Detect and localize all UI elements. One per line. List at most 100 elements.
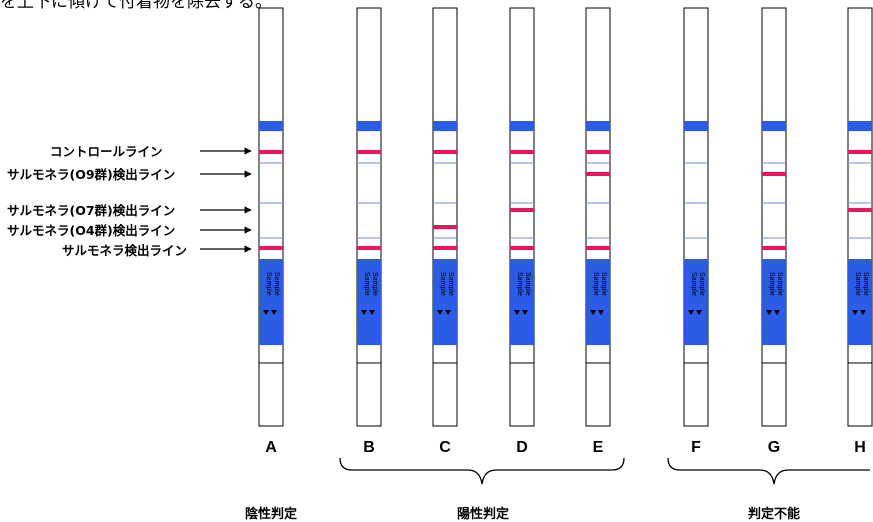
result-line-control bbox=[510, 150, 534, 154]
brace-positive bbox=[339, 457, 625, 485]
result-line-control bbox=[848, 150, 872, 154]
group-positive: 陽性判定 bbox=[457, 506, 509, 522]
sample-text-2: Sample bbox=[600, 272, 607, 296]
sample-arrow bbox=[522, 310, 528, 315]
sample-arrow bbox=[437, 310, 443, 315]
sample-arrow bbox=[852, 310, 858, 315]
strip-d: Sample Sample D bbox=[509, 7, 535, 456]
sample-text-2: Sample bbox=[273, 272, 280, 296]
sample-arrow bbox=[369, 310, 375, 315]
strip-e: Sample Sample E bbox=[585, 7, 611, 456]
strip-c: Sample Sample C bbox=[432, 7, 458, 456]
label-o4-line: サルモネラ(O4群)検出ライン bbox=[7, 223, 175, 238]
top-blue-band bbox=[259, 121, 283, 131]
strip-letter: C bbox=[439, 439, 451, 456]
strip-a: Sample Sample A bbox=[258, 7, 284, 456]
strip-body bbox=[683, 7, 709, 427]
sample-text-2: Sample bbox=[524, 272, 531, 296]
sample-text-1: Sample bbox=[363, 272, 370, 296]
sample-pad bbox=[510, 259, 534, 345]
sample-arrow bbox=[590, 310, 596, 315]
header-text: を上下に傾けて付着物を除去する。 bbox=[0, 0, 272, 12]
strip-f: Sample Sample F bbox=[683, 7, 709, 456]
strip-body bbox=[356, 7, 382, 427]
result-line-salmonella bbox=[762, 246, 786, 250]
top-blue-band bbox=[433, 121, 457, 131]
sample-text-1: Sample bbox=[690, 272, 697, 296]
sample-pad bbox=[259, 259, 283, 345]
sample-text-2: Sample bbox=[698, 272, 705, 296]
strip-letter: D bbox=[516, 439, 528, 456]
strip-letter: F bbox=[691, 439, 701, 456]
group-negative: 陰性判定 bbox=[245, 506, 297, 522]
sample-arrow bbox=[688, 310, 694, 315]
sample-text-2: Sample bbox=[862, 272, 869, 296]
label-o7-line: サルモネラ(O7群)検出ライン bbox=[7, 203, 175, 218]
strip-body bbox=[509, 7, 535, 427]
sample-text-1: Sample bbox=[265, 272, 272, 296]
sample-pad bbox=[357, 259, 381, 345]
result-line-o9 bbox=[586, 172, 610, 176]
sample-text-1: Sample bbox=[854, 272, 861, 296]
strip-h: Sample Sample H bbox=[847, 7, 873, 456]
strip-body bbox=[585, 7, 611, 427]
sample-text-1: Sample bbox=[439, 272, 446, 296]
sample-text-1: Sample bbox=[768, 272, 775, 296]
top-blue-band bbox=[762, 121, 786, 131]
sample-arrow bbox=[774, 310, 780, 315]
result-line-salmonella bbox=[357, 246, 381, 250]
sample-text-1: Sample bbox=[592, 272, 599, 296]
result-line-control bbox=[259, 150, 283, 154]
sample-text-2: Sample bbox=[447, 272, 454, 296]
result-line-salmonella bbox=[259, 246, 283, 250]
strip-letter: G bbox=[768, 439, 780, 456]
result-line-o7 bbox=[510, 208, 534, 212]
result-line-control bbox=[433, 150, 457, 154]
top-blue-band bbox=[510, 121, 534, 131]
strip-letter: B bbox=[363, 439, 375, 456]
result-line-salmonella bbox=[586, 246, 610, 250]
result-line-control bbox=[357, 150, 381, 154]
strip-letter: H bbox=[854, 439, 866, 456]
sample-arrow bbox=[445, 310, 451, 315]
brace-indeterminate bbox=[667, 457, 870, 485]
result-line-salmonella bbox=[510, 246, 534, 250]
top-blue-band bbox=[684, 121, 708, 131]
sample-text-2: Sample bbox=[371, 272, 378, 296]
strip-body bbox=[258, 7, 284, 427]
label-salmonella-line: サルモネラ検出ライン bbox=[62, 243, 187, 258]
sample-pad bbox=[762, 259, 786, 345]
strip-body bbox=[761, 7, 787, 427]
top-blue-band bbox=[848, 121, 872, 131]
sample-arrow bbox=[514, 310, 520, 315]
sample-arrow bbox=[766, 310, 772, 315]
top-blue-band bbox=[357, 121, 381, 131]
result-line-control bbox=[586, 150, 610, 154]
sample-arrow bbox=[696, 310, 702, 315]
sample-arrow bbox=[271, 310, 277, 315]
strip-letter: A bbox=[265, 439, 277, 456]
top-blue-band bbox=[586, 121, 610, 131]
sample-pad bbox=[586, 259, 610, 345]
result-line-salmonella bbox=[433, 246, 457, 250]
strip-g: Sample Sample G bbox=[761, 7, 787, 456]
result-line-o9 bbox=[762, 172, 786, 176]
label-o9-line: サルモネラ(O9群)検出ライン bbox=[7, 167, 175, 182]
strip-body bbox=[847, 7, 873, 427]
sample-pad bbox=[684, 259, 708, 345]
result-line-o4 bbox=[433, 225, 457, 229]
sample-text-1: Sample bbox=[516, 272, 523, 296]
strip-body bbox=[432, 7, 458, 427]
strip-b: Sample Sample B bbox=[356, 7, 382, 456]
sample-arrow bbox=[263, 310, 269, 315]
sample-pad bbox=[433, 259, 457, 345]
group-indeterminate: 判定不能 bbox=[748, 506, 800, 522]
label-control-line: コントロールライン bbox=[50, 144, 163, 159]
strip-letter: E bbox=[593, 439, 604, 456]
sample-arrow bbox=[598, 310, 604, 315]
result-line-o7 bbox=[848, 208, 872, 212]
sample-text-2: Sample bbox=[776, 272, 783, 296]
sample-arrow bbox=[860, 310, 866, 315]
